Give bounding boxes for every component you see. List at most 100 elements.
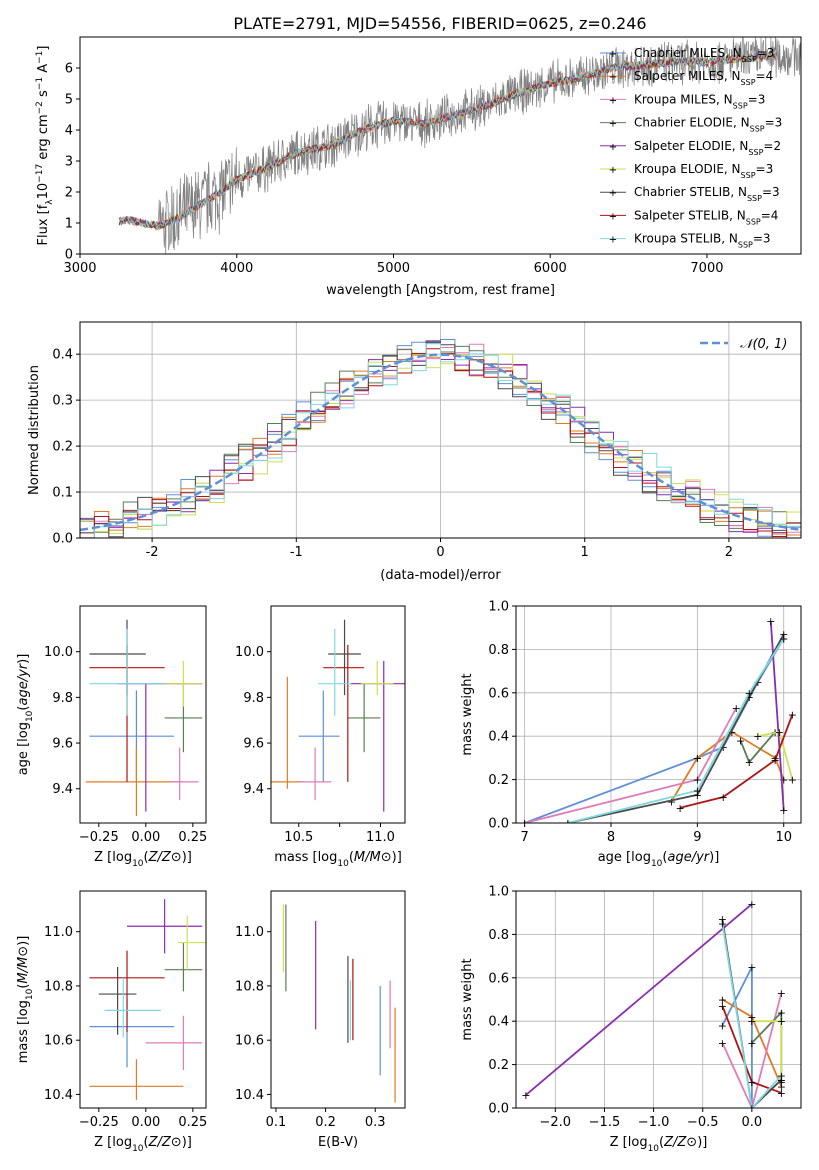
weight-marker: + [736,735,745,748]
y-tick-label: 1.0 [488,885,509,900]
weight-marker: + [777,1007,786,1020]
legend-label: 𝒩(0, 1) [740,337,787,352]
legend-marker: + [609,49,617,60]
weight-marker: + [718,913,727,926]
label-part: Z [log [94,1135,132,1150]
y-tick-label: 9.6 [52,737,73,752]
gaussian-curve [80,353,801,532]
label-part: Salpeter STELIB, N [634,208,746,222]
label-part: SSP [748,147,763,156]
label-part: Z [log [610,1135,648,1150]
y-tick-label: 0.6 [488,971,509,986]
legend-marker: + [609,119,617,130]
x-tick-label: 0.25 [178,830,207,845]
label-part: ( [659,1135,664,1150]
legend-label: Kroupa ELODIE, NSSP=3 [634,162,773,180]
label-part: ( [144,1135,149,1150]
label-part: )] [709,850,719,865]
y-tick-label: 6 [65,62,73,77]
label-part: SSP [746,217,761,226]
weight-vs-age-axes: +++++++++++++++++++ ++++++++++++++7 8 9 10 0.… [460,600,802,869]
weight-marker: + [777,1087,786,1100]
label-part: SSP [747,194,762,203]
label-part: Z/Z⊙ [148,1135,182,1150]
axes-frame [79,605,207,824]
label-part: Salpeter ELODIE, N [634,139,748,153]
legend-label: Salpeter ELODIE, NSSP=2 [634,139,781,157]
weight-marker: + [520,817,529,830]
y-tick-label: 0.0 [488,817,509,832]
label-part: )] [16,654,31,664]
label-part: λ [45,199,55,205]
label-part: )] [182,1135,192,1150]
x-tick-label: −0.25 [79,1115,119,1130]
x-tick-label: 0.3 [365,1115,386,1130]
weight-marker: + [693,789,702,802]
label-part: 10 [132,859,144,869]
label-part: 10 [651,859,663,869]
x-tick-label: 8 [607,830,615,845]
legend-marker: + [609,165,617,176]
label-part: E(B-V) [318,1135,358,1150]
weight-marker: + [693,774,702,787]
weight-marker: + [775,726,784,739]
age-vs-mass-axes-plot-area [271,619,405,812]
label-part: erg cm [36,114,51,163]
label-part: =3 [756,162,774,176]
x-tick-label: 2 [725,545,733,560]
label-part: SSP [733,101,748,110]
x-axis-label: (data-model)/error [380,568,501,583]
label-part: )] [697,1135,707,1150]
label-part: SSP [741,78,756,87]
y-tick-label: 11.0 [44,925,73,940]
x-tick-label: 4000 [220,261,253,276]
label-part: −17 [35,164,45,183]
x-axis-label: age [log10(age/yr)] [598,850,720,869]
x-axis-label: Z [log10(Z/Z⊙)] [610,1135,708,1154]
weight-marker: + [777,987,786,1000]
legend-marker: + [609,95,617,106]
x-tick-label: 10 [775,830,792,845]
label-part: Z/Z⊙ [148,850,182,865]
label-part: −1 [35,51,45,64]
label-part: −2 [35,101,45,114]
label-part: ( [144,850,149,865]
weight-marker: + [779,804,788,817]
legend-marker: + [609,211,617,222]
label-part: ( [349,850,354,865]
weight-marker: + [732,702,741,715]
legend: + Chabrier MILES, NSSP=3+ Salpeter MILES, … [600,46,782,249]
weight-marker: + [563,817,572,830]
y-tick-label: 9.8 [243,691,264,706]
label-part: Kroupa MILES, N [634,92,733,106]
legend-marker: + [609,235,617,246]
weight-line [739,731,776,764]
weight-marker: + [563,817,572,830]
weight-line [524,707,737,823]
weight-marker: + [779,774,788,787]
label-part: Chabrier STELIB, N [634,185,747,199]
weight-line [721,1005,782,1094]
mass-vs-z-axes-plot-area [89,899,206,1100]
y-axis-label: mass weight [460,958,475,1040]
x-tick-label: 0 [436,545,444,560]
weight-marker: + [727,726,736,739]
label-part: Chabrier ELODIE, N [634,116,750,130]
label-part: 10 [36,183,51,200]
weight-vs-z-axes: +++++++++++++++ +++++++++++−2.0 −1.5 −1.0 −0… [460,885,802,1154]
x-tick-label: 7 [520,830,528,845]
weight-marker: + [718,1037,727,1050]
x-tick-label: 0.2 [315,1115,336,1130]
x-axis-label: Z [log10(Z/Z⊙)] [94,1135,192,1154]
weight-marker: + [777,1015,786,1028]
weight-marker: + [718,994,727,1007]
y-tick-label: 0.0 [52,532,73,547]
y-tick-label: 9.4 [52,782,73,797]
label-part: )] [16,936,31,946]
weight-marker: + [719,791,728,804]
weight-marker: + [770,754,779,767]
y-axis-label: mass [log10(M/M⊙)] [16,936,35,1064]
spectrum-axes: 3000 4000 5000 6000 7000 0 1 2 3 4 5 6 wavelength [A… [35,36,802,298]
x-tick-label: 0.00 [131,1115,160,1130]
x-tick-label: −1.5 [589,1115,621,1130]
